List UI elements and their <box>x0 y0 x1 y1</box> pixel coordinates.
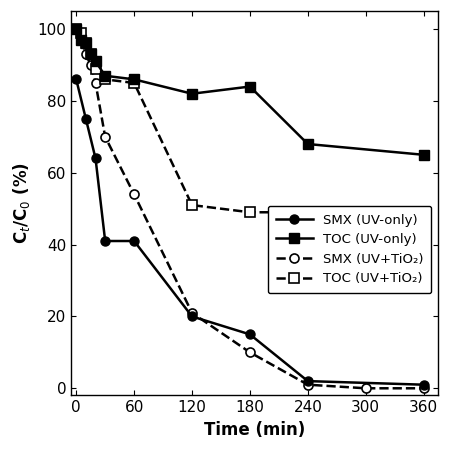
Legend: SMX (UV-only), TOC (UV-only), SMX (UV+TiO₂), TOC (UV+TiO₂): SMX (UV-only), TOC (UV-only), SMX (UV+Ti… <box>268 206 432 293</box>
Y-axis label: C$_t$/C$_0$ (%): C$_t$/C$_0$ (%) <box>11 162 32 244</box>
X-axis label: Time (min): Time (min) <box>204 421 306 439</box>
